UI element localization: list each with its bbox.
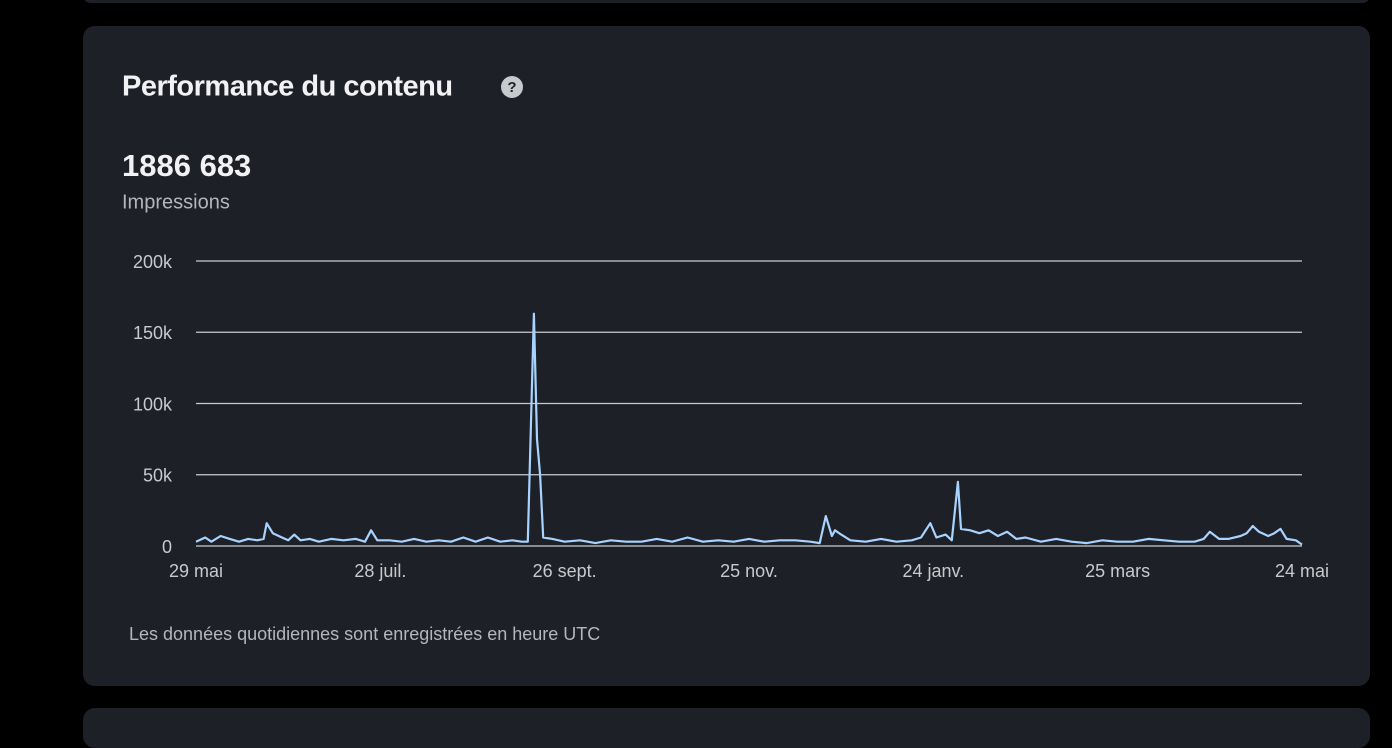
y-tick-label: 50k: [143, 466, 173, 486]
x-tick-label: 25 nov.: [720, 561, 778, 581]
line: [195, 312, 1303, 546]
y-tick-label: 200k: [133, 252, 173, 272]
page: Performance du contenu ? 1886 683 Impres…: [83, 0, 1370, 748]
x-tick-label: 24 janv.: [902, 561, 964, 581]
total: 1886 683: [122, 148, 251, 183]
x-tick-label: 26 sept.: [533, 561, 597, 581]
x-tick-label: 29 mai: [169, 561, 223, 581]
metric-label: Impressions: [122, 191, 230, 213]
x-tick-label: 24 mai: [1275, 561, 1329, 581]
y-tick-label: 0: [162, 537, 172, 557]
title: Performance du contenu: [122, 71, 453, 103]
x-tick-label: 28 juil.: [354, 561, 406, 581]
y-tick-label: 150k: [133, 323, 173, 343]
y-tick-label: 100k: [133, 394, 173, 414]
svg-text:?: ?: [507, 79, 516, 96]
x-tick-label: 25 mars: [1085, 561, 1150, 581]
content-card: [83, 26, 1370, 686]
previous-card: [83, 0, 1370, 3]
help-icon[interactable]: ?: [501, 76, 523, 98]
footnote: Les données quotidiennes sont enregistré…: [129, 624, 600, 644]
chart: Performance du contenu ? 1886 683 Impres…: [122, 71, 1329, 644]
